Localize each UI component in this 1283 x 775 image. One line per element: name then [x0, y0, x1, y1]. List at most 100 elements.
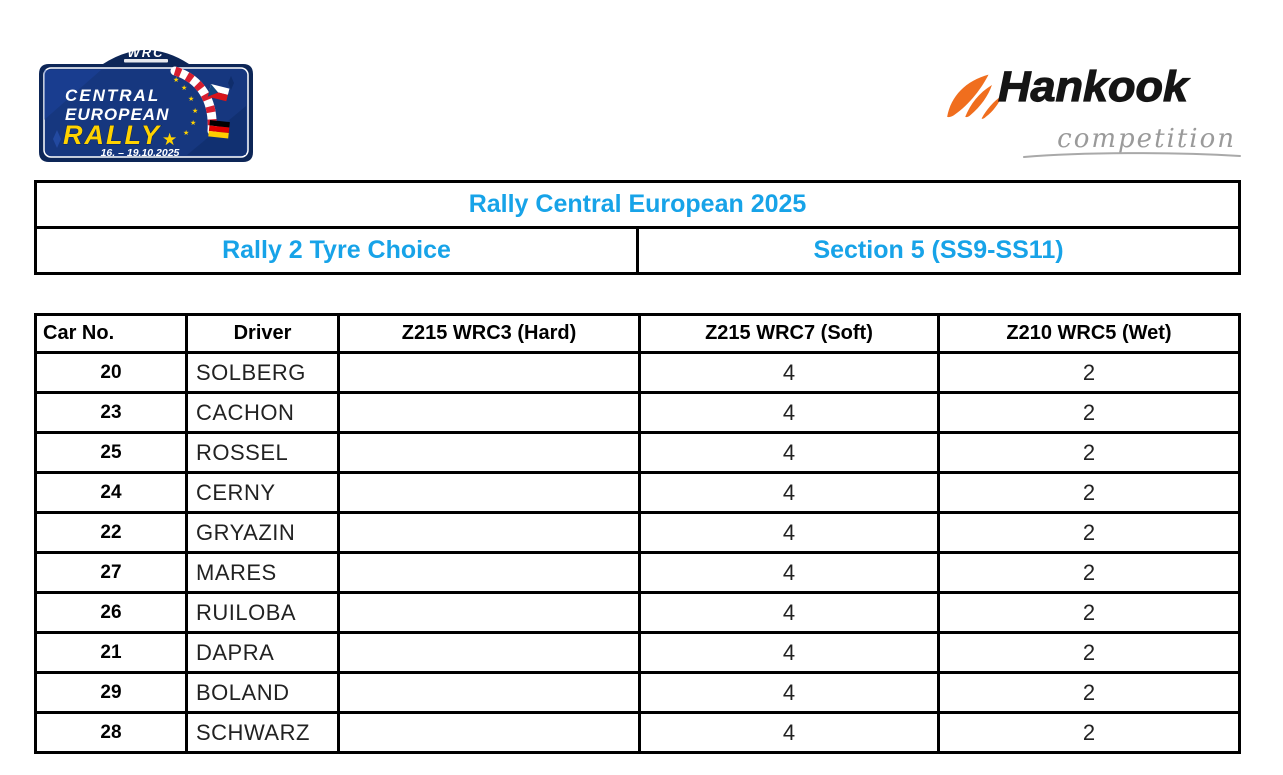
- plate-dates: 16. – 19.10.2025: [101, 147, 180, 159]
- column-header-hard-tyre: Z215 WRC3 (Hard): [337, 313, 641, 354]
- wet-tyre-count-cell: 2: [937, 391, 1241, 434]
- table-row: 29 BOLAND 4 2: [34, 671, 1241, 714]
- report-subtitle-right: Section 5 (SS9-SS11): [635, 226, 1242, 275]
- svg-text:★: ★: [173, 76, 179, 84]
- hankook-competition-label: competition: [1057, 124, 1236, 154]
- car-number-cell: 22: [34, 511, 188, 554]
- wet-tyre-count-cell: 2: [937, 431, 1241, 474]
- eu-stars-icon: ★ ★ ★ ★ ★ ★: [173, 76, 198, 137]
- report-subtitle-left: Rally 2 Tyre Choice: [34, 226, 639, 275]
- wet-tyre-count-cell: 2: [937, 471, 1241, 514]
- column-header-car-no: Car No.: [34, 313, 188, 354]
- wrc-logo-text: WRC: [127, 45, 164, 60]
- table-row: 25 ROSSEL 4 2: [34, 431, 1241, 474]
- table-row: 27 MARES 4 2: [34, 551, 1241, 594]
- car-number-cell: 29: [34, 671, 188, 714]
- svg-text:★: ★: [190, 119, 196, 127]
- hard-tyre-count-cell: [337, 591, 641, 634]
- plate-sparkle-icon: [53, 130, 61, 148]
- table-row: 23 CACHON 4 2: [34, 391, 1241, 434]
- svg-text:★: ★: [192, 107, 198, 115]
- hard-tyre-count-cell: [337, 711, 641, 754]
- wet-tyre-count-cell: 2: [937, 631, 1241, 674]
- soft-tyre-count-cell: 4: [638, 511, 940, 554]
- car-number-cell: 20: [34, 351, 188, 394]
- fia-bar-icon: [124, 59, 168, 63]
- hard-tyre-count-cell: [337, 671, 641, 714]
- hankook-logo: Hankook competition: [942, 64, 1242, 160]
- svg-text:★: ★: [181, 84, 187, 92]
- table-row: 26 RUILOBA 4 2: [34, 591, 1241, 634]
- report-title: Rally Central European 2025: [33, 180, 1242, 229]
- plate-line1: CENTRAL: [65, 86, 160, 105]
- wet-tyre-count-cell: 2: [937, 711, 1241, 754]
- soft-tyre-count-cell: 4: [638, 631, 940, 674]
- hankook-swoosh-icon: [947, 74, 1003, 119]
- plate-decor-shape: [44, 70, 101, 120]
- report-subtitle-row: Rally 2 Tyre Choice Section 5 (SS9-SS11): [34, 226, 1242, 275]
- car-number-cell: 24: [34, 471, 188, 514]
- czech-flag-icon: [207, 84, 230, 102]
- rally-star-icon: ★: [162, 130, 177, 149]
- hard-tyre-count-cell: [337, 431, 641, 474]
- soft-tyre-count-cell: 4: [638, 431, 940, 474]
- rally-plate-icon: WRC ★ ★ ★ ★ ★ ★ CENTRAL EUROPEAN RALLY: [39, 45, 253, 162]
- driver-cell: DAPRA: [185, 631, 340, 674]
- svg-text:★: ★: [188, 95, 194, 103]
- plate-line3: RALLY: [63, 120, 162, 150]
- report-header-table: Rally Central European 2025 Rally 2 Tyre…: [33, 180, 1242, 275]
- driver-cell: SOLBERG: [185, 351, 340, 394]
- wet-tyre-count-cell: 2: [937, 351, 1241, 394]
- plate-sparkle-icon: [228, 76, 234, 90]
- car-number-cell: 28: [34, 711, 188, 754]
- hankook-logo-row: Hankook: [942, 64, 1242, 124]
- car-number-cell: 27: [34, 551, 188, 594]
- soft-tyre-count-cell: 4: [638, 671, 940, 714]
- car-number-cell: 26: [34, 591, 188, 634]
- soft-tyre-count-cell: 4: [638, 351, 940, 394]
- hard-tyre-count-cell: [337, 391, 641, 434]
- svg-text:★: ★: [183, 129, 189, 137]
- hard-tyre-count-cell: [337, 471, 641, 514]
- event-rally-plate-logo: WRC ★ ★ ★ ★ ★ ★ CENTRAL EUROPEAN RALLY: [35, 44, 257, 166]
- driver-cell: MARES: [185, 551, 340, 594]
- hard-tyre-count-cell: [337, 511, 641, 554]
- driver-cell: BOLAND: [185, 671, 340, 714]
- driver-cell: RUILOBA: [185, 591, 340, 634]
- driver-cell: CACHON: [185, 391, 340, 434]
- car-number-cell: 23: [34, 391, 188, 434]
- wet-tyre-count-cell: 2: [937, 511, 1241, 554]
- wet-tyre-count-cell: 2: [937, 591, 1241, 634]
- car-number-cell: 21: [34, 631, 188, 674]
- driver-cell: CERNY: [185, 471, 340, 514]
- hard-tyre-count-cell: [337, 631, 641, 674]
- report-title-row: Rally Central European 2025: [33, 180, 1242, 229]
- soft-tyre-count-cell: 4: [638, 471, 940, 514]
- competition-underline-icon: [1023, 152, 1241, 158]
- wet-tyre-count-cell: 2: [937, 551, 1241, 594]
- hard-tyre-count-cell: [337, 551, 641, 594]
- soft-tyre-count-cell: 4: [638, 551, 940, 594]
- table-row: 22 GRYAZIN 4 2: [34, 511, 1241, 554]
- table-row: 21 DAPRA 4 2: [34, 631, 1241, 674]
- soft-tyre-count-cell: 4: [638, 711, 940, 754]
- hankook-wordmark: Hankook: [997, 62, 1189, 111]
- hard-tyre-count-cell: [337, 351, 641, 394]
- driver-cell: SCHWARZ: [185, 711, 340, 754]
- germany-flag-icon: [208, 120, 230, 139]
- plate-line2: EUROPEAN: [65, 105, 169, 124]
- column-header-driver: Driver: [185, 313, 340, 354]
- soft-tyre-count-cell: 4: [638, 591, 940, 634]
- table-row: 24 CERNY 4 2: [34, 471, 1241, 514]
- tyre-table-header-row: Car No. Driver Z215 WRC3 (Hard) Z215 WRC…: [34, 313, 1241, 354]
- wet-tyre-count-cell: 2: [937, 671, 1241, 714]
- column-header-wet-tyre: Z210 WRC5 (Wet): [937, 313, 1241, 354]
- table-row: 20 SOLBERG 4 2: [34, 351, 1241, 394]
- car-number-cell: 25: [34, 431, 188, 474]
- tyre-table-body: 20 SOLBERG 4 2 23 CACHON 4 2 25 ROSSEL 4…: [34, 351, 1241, 754]
- column-header-soft-tyre: Z215 WRC7 (Soft): [638, 313, 940, 354]
- tyre-choice-table: Car No. Driver Z215 WRC3 (Hard) Z215 WRC…: [34, 313, 1241, 754]
- driver-cell: ROSSEL: [185, 431, 340, 474]
- table-row: 28 SCHWARZ 4 2: [34, 711, 1241, 754]
- soft-tyre-count-cell: 4: [638, 391, 940, 434]
